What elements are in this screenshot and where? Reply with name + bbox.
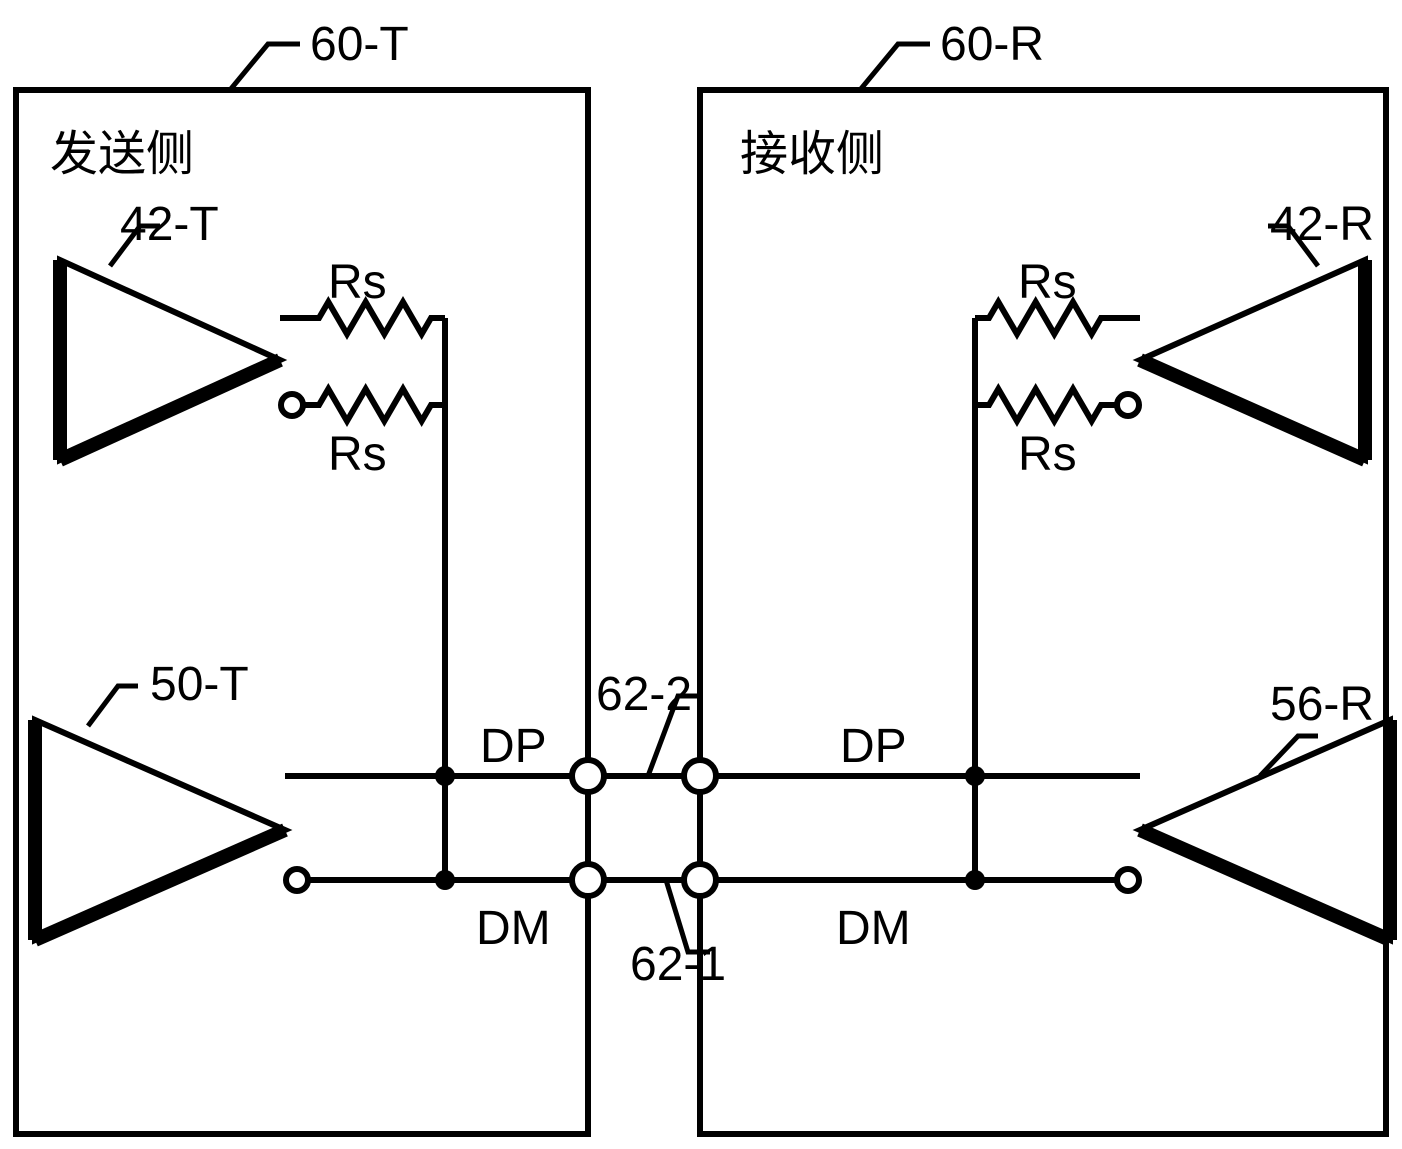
label-text: 发送侧 (50, 128, 194, 181)
label-text: Rs (1018, 256, 1077, 309)
label-text: Rs (328, 256, 387, 309)
label-text: 42-T (120, 198, 219, 251)
label-text: Rs (1018, 428, 1077, 481)
node-solid (965, 766, 985, 786)
amp-56-R (1140, 720, 1390, 940)
left-box (16, 90, 588, 1134)
label-text: 60-R (940, 18, 1044, 71)
node-solid (965, 870, 985, 890)
amp-50-T (35, 720, 285, 940)
label-text: DP (840, 720, 907, 773)
label-text: Rs (328, 428, 387, 481)
inv-bubble (286, 869, 308, 891)
label-text: 60-T (310, 18, 409, 71)
inv-bubble (1117, 869, 1139, 891)
label-text: DP (480, 720, 547, 773)
label-text: 56-R (1270, 678, 1374, 731)
node-solid (435, 870, 455, 890)
node-terminal (572, 864, 604, 896)
node-terminal (684, 760, 716, 792)
label-text: 62-2 (596, 668, 692, 721)
node-solid (435, 766, 455, 786)
inv-bubble (281, 394, 303, 416)
label-text: 接收侧 (740, 128, 884, 181)
node-terminal (684, 864, 716, 896)
node-terminal (572, 760, 604, 792)
label-text: DM (836, 902, 911, 955)
resistor (305, 389, 445, 421)
label-text: 62-1 (630, 938, 726, 991)
leader-line (860, 44, 930, 90)
amp-42-T (60, 260, 280, 460)
leader-line (230, 44, 300, 90)
circuit-diagram: 发送侧 接收侧 60-T 60-R 42-T 42-R 50-T 56-R 62-2 62-1 DP… (0, 0, 1402, 1149)
amp-42-R (1140, 260, 1365, 460)
inv-bubble (1117, 394, 1139, 416)
label-text: DM (476, 902, 551, 955)
resistor (975, 389, 1115, 421)
label-text: 42-R (1270, 198, 1374, 251)
label-text: 50-T (150, 658, 249, 711)
leader-line (88, 686, 138, 726)
